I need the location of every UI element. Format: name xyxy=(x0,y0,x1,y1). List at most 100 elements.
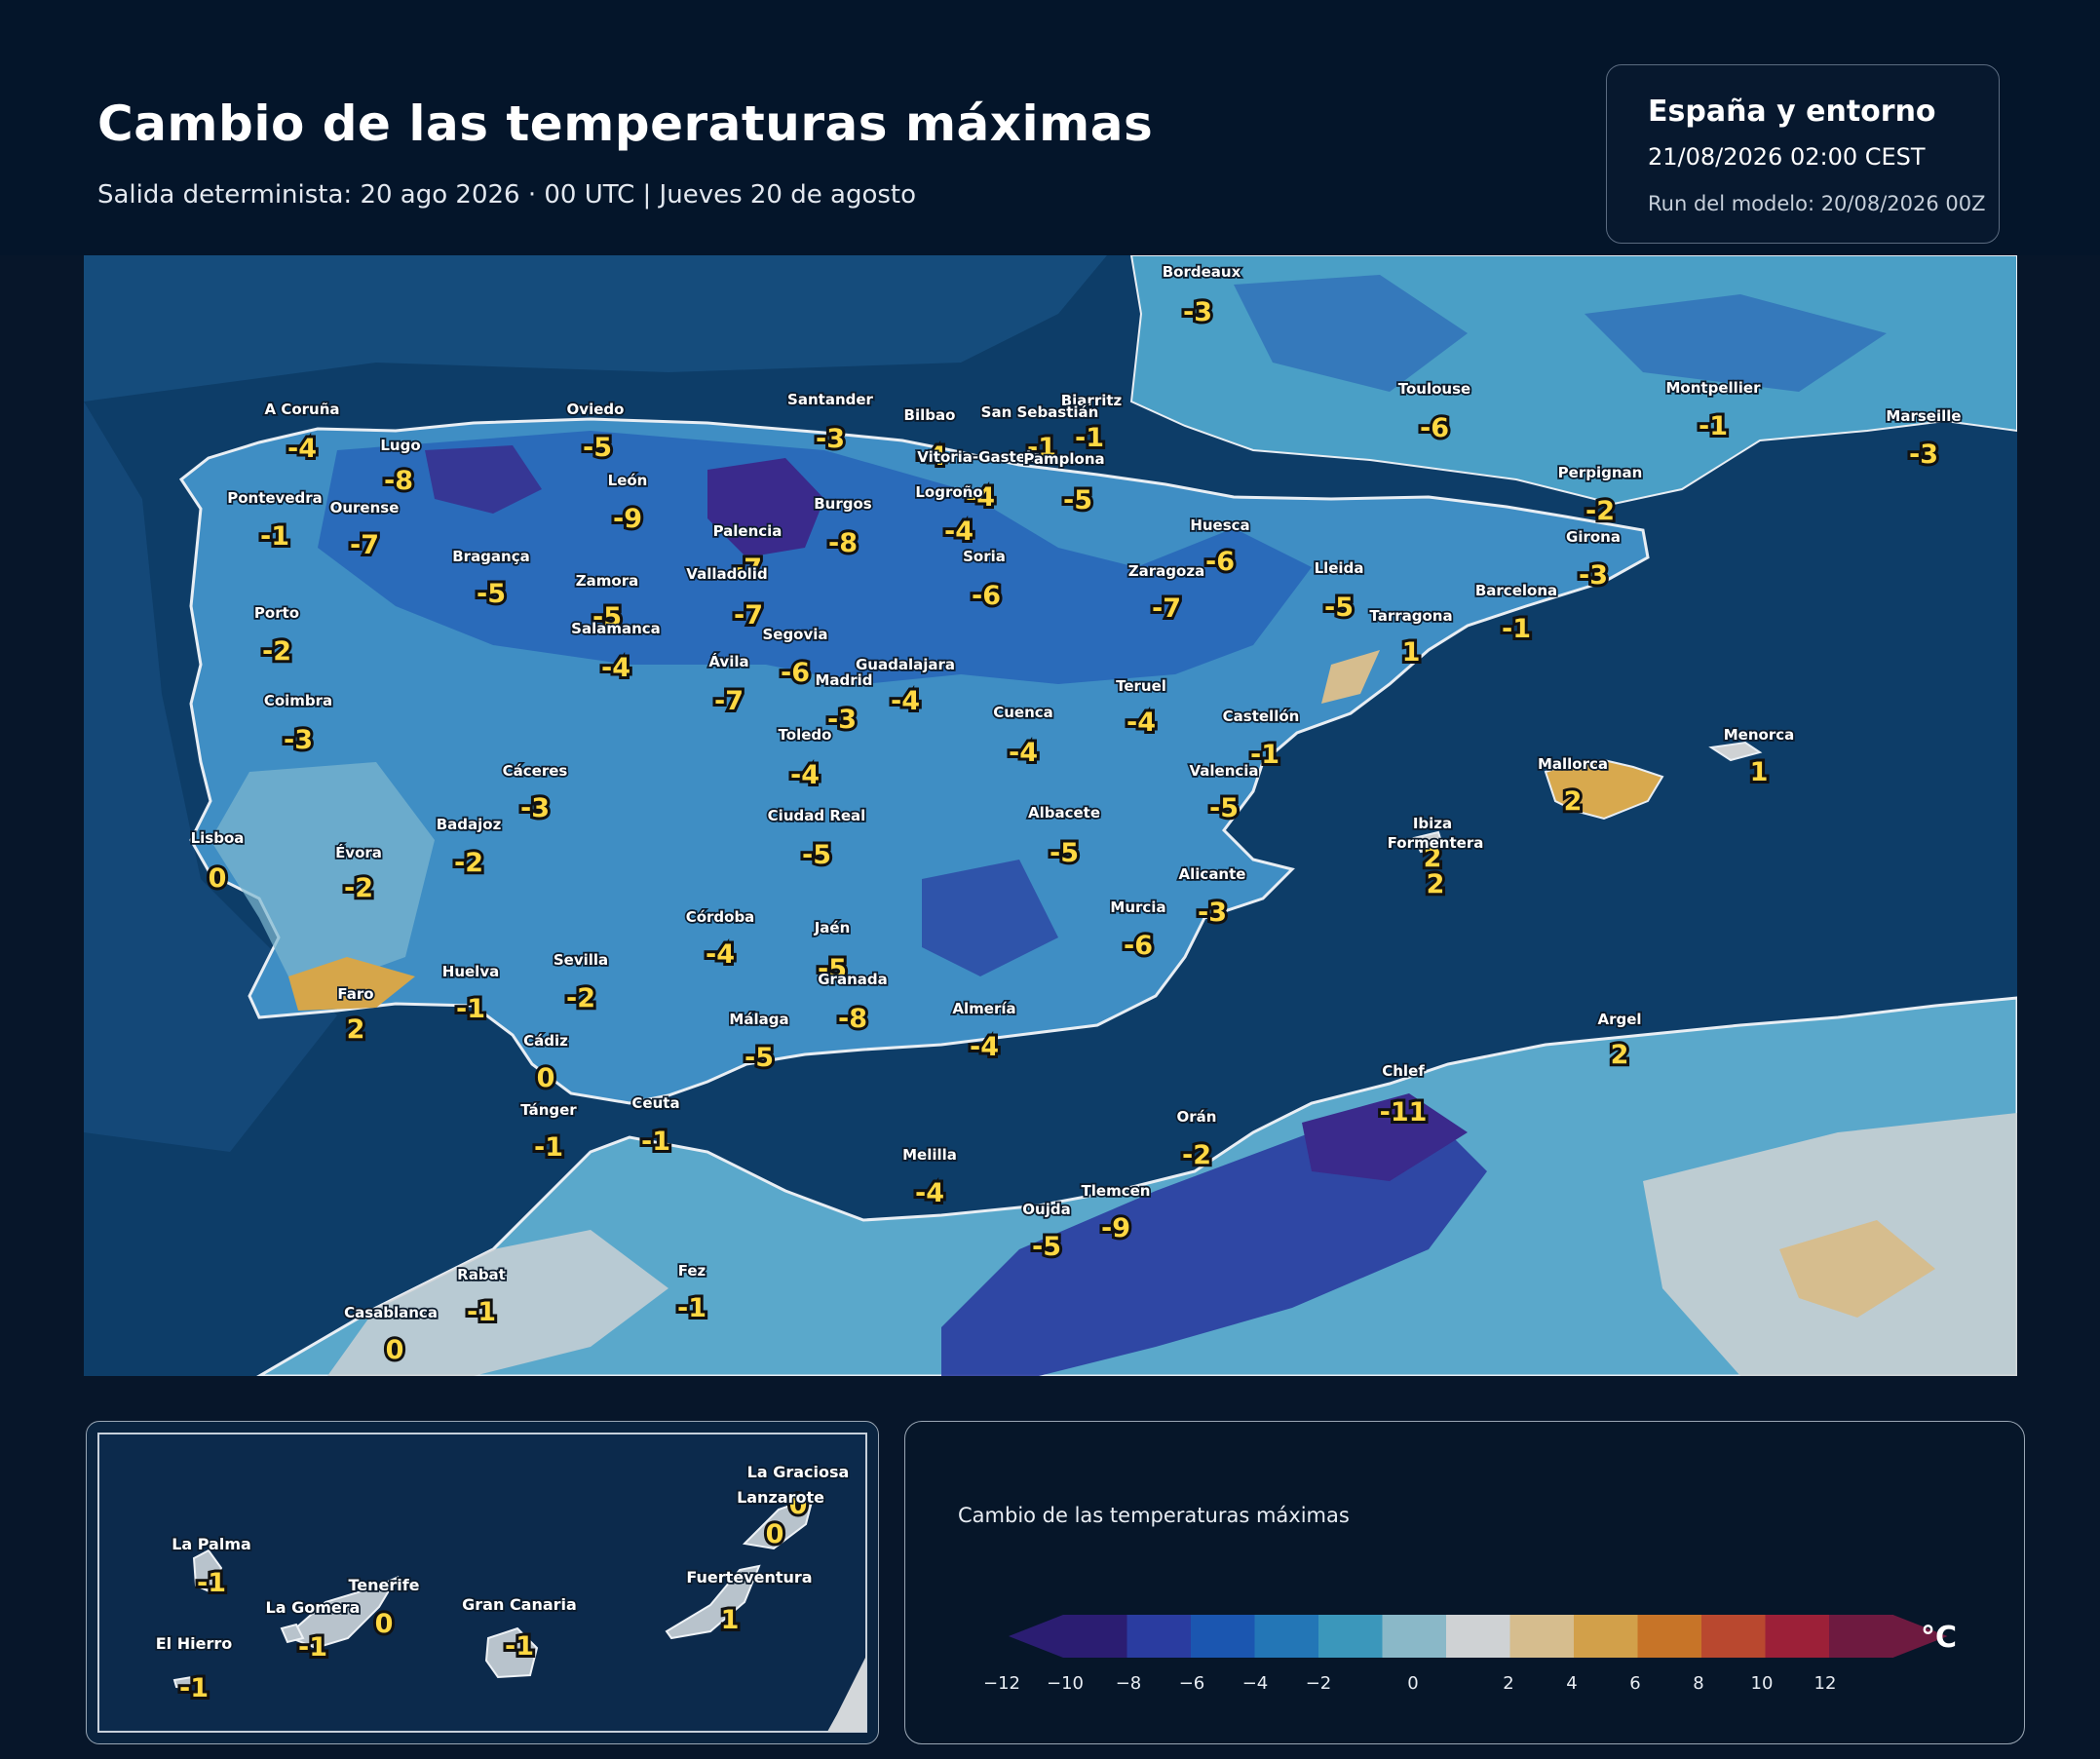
city-label-menorca: Menorca xyxy=(1724,726,1795,744)
mallorca-land xyxy=(1544,758,1664,821)
city-label-valencia: Valencia xyxy=(1189,762,1258,780)
canarias-label-gran-canaria: Gran Canaria xyxy=(462,1595,577,1614)
city-value-cordoba: -4 xyxy=(706,939,735,970)
canarias-value-el-hierro: -1 xyxy=(179,1673,209,1703)
sea-shade xyxy=(84,255,1107,402)
city-label-toulouse: Toulouse xyxy=(1398,380,1470,398)
city-label-lleida: Lleida xyxy=(1315,559,1364,577)
canarias-label-lanzarote: Lanzarote xyxy=(737,1488,824,1507)
city-value-soria: -6 xyxy=(972,581,1001,611)
canarias-value-la-gomera: -1 xyxy=(298,1632,327,1663)
city-value-jaen: -5 xyxy=(818,954,847,984)
city-value-caceres: -3 xyxy=(520,793,550,823)
africa-coast xyxy=(827,1656,866,1732)
cold-area xyxy=(1585,294,1887,392)
city-value-fez: -1 xyxy=(677,1293,706,1323)
city-value-perpignan: -2 xyxy=(1585,496,1615,526)
model-run: Run del modelo: 20/08/2026 00Z xyxy=(1648,192,1986,215)
city-label-oran: Orán xyxy=(1177,1108,1217,1126)
city-label-pontevedra: Pontevedra xyxy=(227,489,323,507)
city-label-vitoria-gasteiz: Vitoria-Gasteiz xyxy=(917,448,1040,466)
city-value-oujda: -5 xyxy=(1032,1232,1061,1262)
city-label-salamanca: Salamanca xyxy=(571,620,661,637)
city-value-faro: 2 xyxy=(347,1014,365,1045)
city-value-bilbao: -4 xyxy=(917,441,946,472)
canarias-value-lanzarote: 0 xyxy=(766,1519,784,1549)
ibiza-land xyxy=(1412,830,1445,854)
city-value-burgos: -8 xyxy=(828,528,858,558)
city-label-tlemcen: Tlemcen xyxy=(1082,1182,1151,1200)
city-value-chlef: -11 xyxy=(1380,1097,1428,1128)
city-value-lisboa: 0 xyxy=(209,863,227,894)
page-subtitle: Salida determinista: 20 ago 2026 · 00 UT… xyxy=(97,180,916,210)
coldest-area xyxy=(425,445,542,514)
map-canvas: Bordeaux -3 A Coruña -4 Lugo -8 Oviedo -5 Santan… xyxy=(84,255,2017,1376)
city-value-vitoria-gasteiz: -4 xyxy=(966,482,995,513)
city-value-huelva: -1 xyxy=(456,994,485,1024)
city-value-ciudad-real: -5 xyxy=(802,840,831,870)
city-label-zamora: Zamora xyxy=(576,572,638,590)
canarias-label-el-hierro: El Hierro xyxy=(156,1634,232,1653)
el-hierro-land xyxy=(172,1675,194,1691)
city-label-palencia: Palencia xyxy=(713,522,783,540)
colorbar-segment xyxy=(1765,1615,1830,1658)
cold-area xyxy=(318,431,1312,684)
city-label-valladolid: Valladolid xyxy=(686,565,767,583)
main-map[interactable]: Bordeaux -3 A Coruña -4 Lugo -8 Oviedo -5 Santan… xyxy=(84,255,2017,1376)
colorbar-segment xyxy=(1254,1615,1319,1658)
city-value-oran: -2 xyxy=(1182,1140,1211,1170)
colorbar-tick-label: 4 xyxy=(1566,1673,1577,1694)
colorbar-tick-label: −6 xyxy=(1179,1673,1205,1694)
city-label-santander: Santander xyxy=(787,391,873,408)
city-label-soria: Soria xyxy=(963,548,1006,565)
city-value-malaga: -5 xyxy=(745,1043,774,1073)
colorbar-segment xyxy=(1637,1615,1702,1658)
city-label-cadiz: Cádiz xyxy=(523,1032,568,1050)
city-label-bordeaux: Bordeaux xyxy=(1163,263,1241,281)
city-label-castellon: Castellón xyxy=(1223,707,1300,725)
canarias-label-tenerife: Tenerife xyxy=(348,1576,419,1594)
colorbar-tick-label: 2 xyxy=(1503,1673,1513,1694)
city-value-tanger: -1 xyxy=(534,1132,563,1163)
legend: Cambio de las temperaturas máximas −12 −1… xyxy=(904,1421,2025,1744)
city-value-pamplona: -5 xyxy=(1063,485,1092,516)
city-value-biarritz: -1 xyxy=(1075,423,1104,453)
city-label-rabat: Rabat xyxy=(457,1266,506,1283)
city-label-badajoz: Badajoz xyxy=(437,816,502,833)
canarias-value-fuerteventura: 1 xyxy=(721,1605,740,1635)
city-label-malaga: Málaga xyxy=(729,1011,788,1028)
colorbar-segments xyxy=(1009,1615,1948,1658)
colorbar-tick-label: 8 xyxy=(1693,1673,1703,1694)
city-label-marseille: Marseille xyxy=(1886,407,1961,425)
lanzarote-land xyxy=(742,1496,815,1550)
colorbar: −12 −10 −8 −6 −4 −2 0 2 4 6 8 10 12 xyxy=(983,1615,1948,1694)
canarias-value-tenerife: 0 xyxy=(375,1609,394,1639)
city-label-sevilla: Sevilla xyxy=(554,951,608,969)
colorbar-tick-label: 10 xyxy=(1751,1673,1774,1694)
city-value-palencia: -7 xyxy=(733,554,762,584)
city-value-oviedo: -5 xyxy=(583,433,612,463)
city-label-ourense: Ourense xyxy=(330,499,400,516)
city-label-melilla: Melilla xyxy=(902,1146,957,1164)
city-label-barcelona: Barcelona xyxy=(1475,582,1557,599)
city-value-zamora: -5 xyxy=(592,602,622,632)
canarias-inset[interactable]: La Graciosa 0 Lanzarote 0 La Palma -1 Fuerteve… xyxy=(86,1421,879,1744)
city-label-san-sebastian: San Sebastián xyxy=(981,403,1099,421)
city-label-jaen: Jaén xyxy=(814,919,851,937)
colorbar-max-arrow xyxy=(1892,1615,1948,1658)
city-label-tanger: Tánger xyxy=(520,1101,577,1119)
city-value-evora: -2 xyxy=(344,873,373,903)
legend-title: Cambio de las temperaturas máximas xyxy=(958,1504,1350,1527)
city-label-faro: Faro xyxy=(337,985,373,1003)
city-value-madrid: -3 xyxy=(827,705,857,735)
canarias-label-la-palma: La Palma xyxy=(172,1535,251,1553)
canarias-value-gran-canaria: -1 xyxy=(505,1631,534,1662)
city-value-rabat: -1 xyxy=(467,1297,496,1327)
city-value-badajoz: -2 xyxy=(454,848,483,878)
colorbar-segment xyxy=(1701,1615,1766,1658)
colorbar-segment xyxy=(1446,1615,1510,1658)
valid-time: 21/08/2026 02:00 CEST xyxy=(1648,143,1926,171)
city-value-melilla: -4 xyxy=(915,1178,944,1208)
city-label-albacete: Albacete xyxy=(1028,804,1100,822)
